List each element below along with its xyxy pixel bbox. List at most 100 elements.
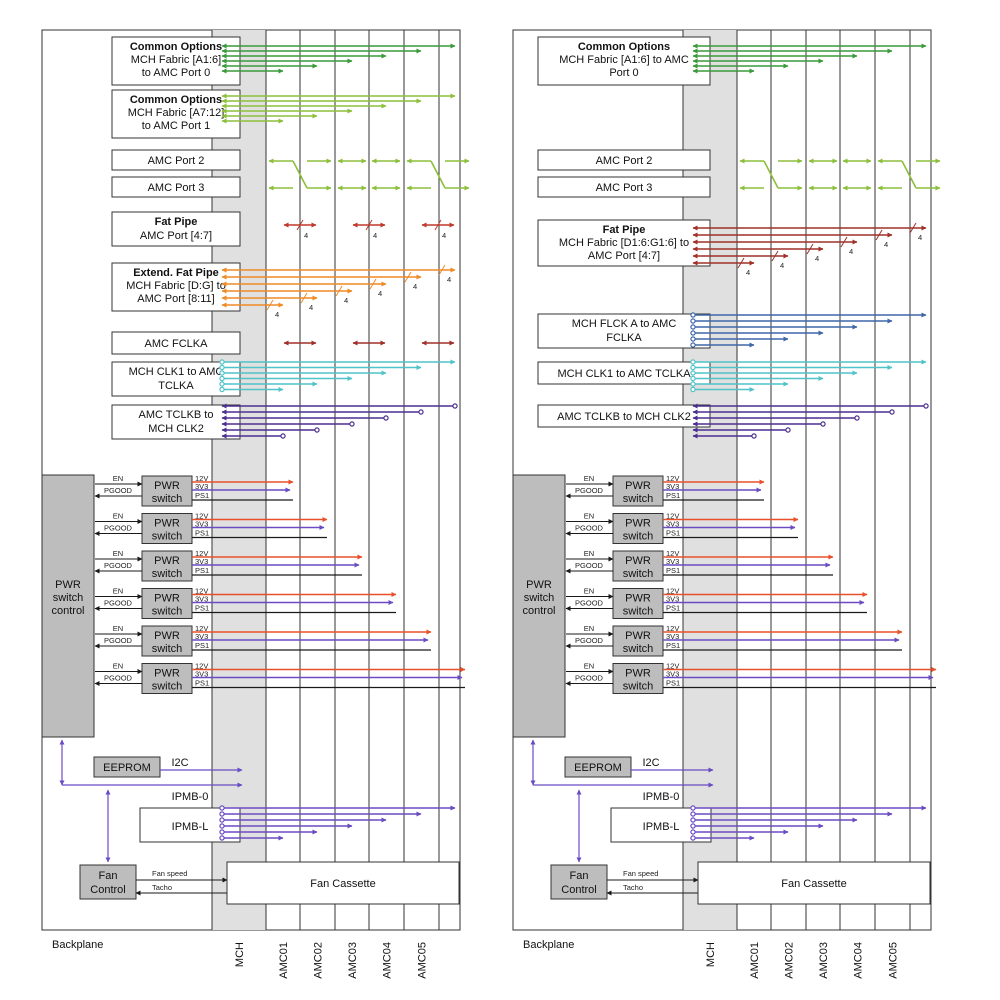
rail-12v-label: 12V: [195, 549, 208, 558]
rail-3v3-label: 3V3: [195, 670, 208, 679]
extended-fat-pipe-line: AMC Port [8:11]: [137, 293, 214, 305]
fat-pipe-box: [111, 211, 241, 247]
rail-3v3-label: 3V3: [195, 482, 208, 491]
backplane-label: Backplane: [523, 939, 574, 951]
terminal-dot: [219, 823, 225, 829]
common-options-line: to AMC Port 1: [142, 120, 210, 132]
fclk-label: FCLKA: [606, 332, 642, 344]
tacho-label: Tacho: [623, 883, 643, 892]
pwr-switch-label: PWR: [154, 668, 180, 680]
rail-ps1-label: PS1: [195, 679, 209, 688]
pwr-switch-box: [141, 475, 193, 507]
rail-ps1-label: PS1: [666, 604, 680, 613]
fan-speed-label: Fan speed: [623, 869, 658, 878]
fan-cassette-box: [226, 861, 460, 905]
pwr-switch-label: switch: [623, 568, 654, 580]
width-label: 4: [275, 310, 279, 319]
rail-3v3-label: 3V3: [666, 520, 679, 529]
pwr-switch-box: [612, 663, 664, 694]
en-label: EN: [584, 624, 594, 633]
en-label: EN: [113, 587, 123, 596]
terminal-dot: [889, 409, 895, 415]
common-options-title: Common Options: [130, 94, 222, 106]
rail-ps1-label: PS1: [666, 566, 680, 575]
terminal-dot: [219, 381, 225, 387]
terminal-dot: [383, 415, 389, 421]
rail-ps1-label: PS1: [195, 491, 209, 500]
common-options-line: MCH Fabric [A1:6] to AMC: [559, 54, 689, 66]
fat-pipe-title: Fat Pipe: [155, 216, 198, 228]
pwr-switch-box: [612, 588, 664, 619]
en-label: EN: [113, 474, 123, 483]
terminal-dot: [219, 805, 225, 811]
rail-12v-label: 12V: [666, 474, 679, 483]
pgood-label: PGOOD: [575, 486, 604, 495]
rail-12v-label: 12V: [195, 512, 208, 521]
pwr-switch-label: PWR: [625, 518, 651, 530]
column-header-amc03: AMC03: [818, 942, 830, 979]
pwr-switch-label: switch: [152, 531, 183, 543]
en-label: EN: [113, 662, 123, 671]
tclkb-box: [111, 404, 241, 440]
fan-speed-label: Fan speed: [152, 869, 187, 878]
eeprom-label: EEPROM: [103, 762, 151, 774]
pwr-switch-label: PWR: [154, 555, 180, 567]
width-label: 4: [884, 240, 888, 249]
rail-ps1-label: PS1: [195, 641, 209, 650]
terminal-dot: [690, 829, 696, 835]
width-tick: [840, 236, 848, 248]
pgood-label: PGOOD: [575, 674, 604, 683]
width-tick: [266, 299, 274, 311]
amc-port3-box: [111, 176, 241, 198]
pgood-label: PGOOD: [575, 561, 604, 570]
rail-ps1-label: PS1: [666, 529, 680, 538]
terminal-dot: [690, 324, 696, 330]
port-crossover: [430, 160, 446, 189]
pwr-switch-label: switch: [623, 531, 654, 543]
extended-fat-pipe-box: [111, 262, 241, 312]
pwr-switch-box: [141, 513, 193, 544]
terminal-dot: [690, 336, 696, 342]
common-options-line: Port 0: [609, 67, 638, 79]
tacho-label: Tacho: [152, 883, 172, 892]
column-header-amc04: AMC04: [382, 942, 394, 979]
pgood-label: PGOOD: [104, 674, 133, 683]
right-diagram: MCHAMC01AMC02AMC03AMC04AMC05AMC06Backpla…: [512, 29, 941, 979]
fan-cassette-box: [697, 861, 931, 905]
column-header-amc01: AMC01: [749, 942, 761, 979]
pgood-label: PGOOD: [104, 599, 133, 608]
common-options-port1-box: [111, 89, 241, 139]
terminal-dot: [923, 403, 929, 409]
pwr-switch-box: [141, 588, 193, 619]
width-label: 4: [780, 261, 784, 270]
rail-3v3-label: 3V3: [666, 670, 679, 679]
eeprom-box: [564, 756, 632, 778]
width-tick: [737, 257, 745, 269]
clk1-label: MCH CLK1 to AMC TCLKA: [557, 368, 691, 380]
fan-cassette-label: Fan Cassette: [310, 878, 375, 890]
column-header-amc01: AMC01: [278, 942, 290, 979]
fan-control-label: Fan: [99, 870, 118, 882]
width-tick: [806, 243, 814, 255]
rail-3v3-label: 3V3: [666, 595, 679, 604]
fclk-box: [537, 313, 711, 349]
en-label: EN: [584, 474, 594, 483]
rail-12v-label: 12V: [666, 587, 679, 596]
amc-port3-label: AMC Port 3: [148, 182, 205, 194]
extended-fat-pipe-line: MCH Fabric [D:G] to: [126, 280, 226, 292]
eeprom-box: [93, 756, 161, 778]
terminal-dot: [452, 403, 458, 409]
width-tick: [909, 222, 917, 234]
fan-cassette-label: Fan Cassette: [781, 878, 846, 890]
column-header-amc02: AMC02: [784, 942, 796, 979]
pwr-switch-label: switch: [152, 606, 183, 618]
fan-control-label: Control: [90, 884, 125, 896]
rail-12v-label: 12V: [195, 474, 208, 483]
backplane-label: Backplane: [52, 939, 103, 951]
terminal-dot: [690, 312, 696, 318]
en-label: EN: [113, 512, 123, 521]
terminal-dot: [690, 823, 696, 829]
en-label: EN: [584, 512, 594, 521]
fat-pipe-line: MCH Fabric [D1:6:G1:6] to: [559, 237, 689, 249]
width-tick: [335, 285, 343, 297]
